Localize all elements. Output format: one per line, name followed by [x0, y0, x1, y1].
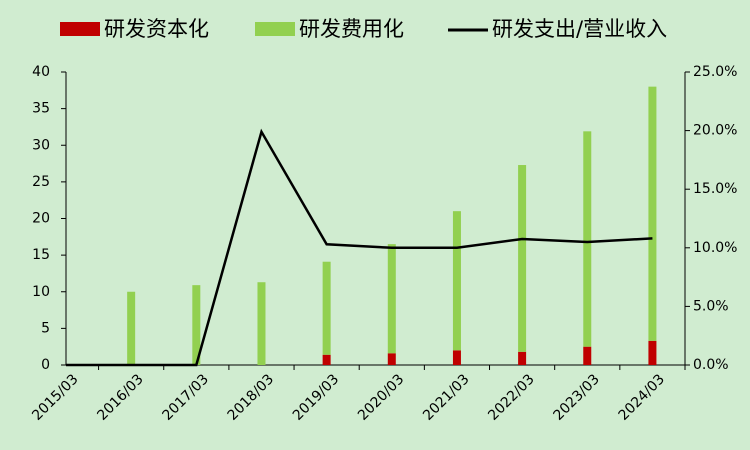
- bar: [518, 351, 527, 365]
- bar: [387, 244, 396, 354]
- x-tick-label: 2022/03: [485, 371, 537, 423]
- x-tick-label: 2024/03: [616, 371, 668, 423]
- x-tick-label: 2015/03: [29, 371, 81, 423]
- bar: [127, 291, 136, 365]
- bar: [192, 285, 201, 365]
- bar: [452, 350, 461, 365]
- bar: [583, 346, 592, 365]
- y2-tick-label: 0.0%: [693, 357, 729, 373]
- bar: [648, 340, 657, 365]
- legend-label: 研发费用化: [299, 17, 404, 41]
- bar: [518, 165, 527, 352]
- bar: [257, 282, 266, 365]
- legend-label: 研发资本化: [104, 17, 209, 41]
- x-tick-label: 2020/03: [355, 371, 407, 423]
- legend-label: 研发支出/营业收入: [492, 17, 667, 41]
- y2-tick-label: 20.0%: [693, 123, 737, 139]
- y-tick-label: 10: [32, 284, 50, 300]
- bar: [322, 261, 331, 355]
- y-tick-label: 25: [32, 174, 50, 190]
- y2-tick-label: 10.0%: [693, 240, 737, 256]
- x-tick-label: 2023/03: [550, 371, 602, 423]
- bar: [452, 211, 461, 351]
- x-tick-label: 2016/03: [94, 371, 146, 423]
- bar: [583, 131, 592, 347]
- legend-swatch: [60, 22, 100, 36]
- x-tick-label: 2018/03: [225, 371, 277, 423]
- x-tick-label: 2017/03: [160, 371, 212, 423]
- y-tick-label: 5: [41, 320, 50, 336]
- legend-swatch: [255, 22, 295, 36]
- y-tick-label: 40: [32, 64, 50, 80]
- y-tick-label: 30: [32, 137, 50, 153]
- bar: [322, 354, 331, 365]
- bar: [648, 86, 657, 341]
- x-tick-label: 2021/03: [420, 371, 472, 423]
- x-tick-label: 2019/03: [290, 371, 342, 423]
- y-tick-label: 15: [32, 247, 50, 263]
- y2-tick-label: 25.0%: [693, 64, 737, 80]
- bar: [387, 353, 396, 365]
- y-tick-label: 0: [41, 357, 50, 373]
- y2-tick-label: 5.0%: [693, 298, 729, 314]
- y2-tick-label: 15.0%: [693, 181, 737, 197]
- y-tick-label: 35: [32, 101, 50, 117]
- line: [66, 128, 653, 367]
- y-tick-label: 20: [32, 211, 50, 227]
